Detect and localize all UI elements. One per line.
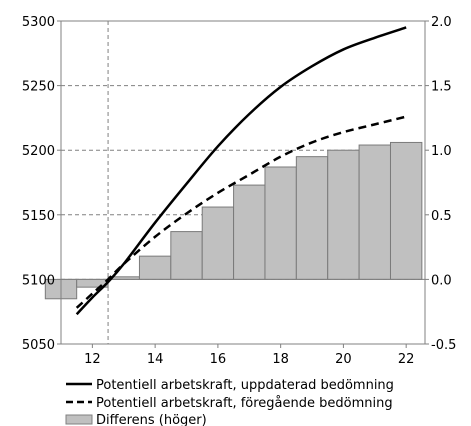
legend-swatch-difference — [65, 414, 93, 425]
bar-difference — [233, 184, 266, 280]
bar-difference — [170, 231, 203, 280]
bar-difference — [358, 144, 391, 280]
y-right-tick-label: 1.5 — [431, 80, 452, 95]
plot-frame — [60, 20, 426, 345]
x-tick-label: 20 — [335, 352, 352, 367]
y-right-tick-label: 2.0 — [431, 15, 452, 30]
y-left-tick-label: 5150 — [22, 209, 55, 224]
legend-label-previous: Potentiell arbetskraft, föregående bedöm… — [96, 396, 393, 411]
legend-label-difference: Differens (höger) — [96, 413, 207, 426]
bar-difference — [389, 141, 423, 280]
bar-difference — [327, 149, 360, 280]
x-tick-label: 16 — [210, 352, 227, 367]
plot-area: 5050 5100 5150 5200 5250 5300 -0.5 0.0 0.5 1.0 1.5… — [22, 15, 456, 367]
y-right-tick-label: 0.5 — [431, 209, 452, 224]
y-left-tick-label: 5250 — [22, 80, 55, 95]
legend: Potentiell arbetskraft, uppdaterad bedöm… — [65, 378, 394, 426]
y-right-tick-label: -0.5 — [431, 338, 456, 353]
legend-label-updated: Potentiell arbetskraft, uppdaterad bedöm… — [96, 378, 394, 393]
legend-item-previous: Potentiell arbetskraft, föregående bedöm… — [66, 396, 393, 411]
line-updated-assessment — [75, 26, 407, 316]
x-tick-label: 12 — [84, 352, 101, 367]
y-left-tick-label: 5200 — [22, 144, 55, 159]
bar-difference — [295, 156, 329, 280]
y-right-tick-label: 1.0 — [431, 144, 452, 159]
bar-difference — [264, 166, 297, 280]
x-tick-label: 18 — [272, 352, 289, 367]
x-tick-label: 14 — [147, 352, 164, 367]
y-left-tick-label: 5100 — [22, 273, 55, 288]
y-left-tick-label: 5050 — [22, 338, 55, 353]
legend-item-updated: Potentiell arbetskraft, uppdaterad bedöm… — [66, 378, 394, 393]
legend-item-difference: Differens (höger) — [65, 413, 207, 426]
line-previous-assessment — [75, 115, 407, 309]
bar-difference — [138, 255, 172, 280]
y-left-tick-label: 5300 — [22, 15, 55, 30]
y-right-tick-label: 0.0 — [431, 273, 452, 288]
bar-difference — [201, 206, 235, 280]
x-tick-label: 22 — [398, 352, 415, 367]
